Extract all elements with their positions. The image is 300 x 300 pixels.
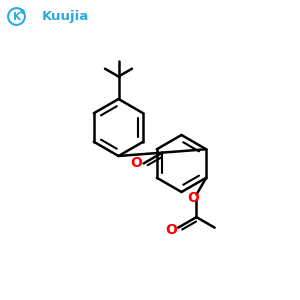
Text: O: O <box>187 190 199 205</box>
Text: O: O <box>130 156 142 170</box>
Text: K: K <box>13 11 20 22</box>
Text: Kuujia: Kuujia <box>41 10 89 23</box>
Text: O: O <box>166 223 178 237</box>
